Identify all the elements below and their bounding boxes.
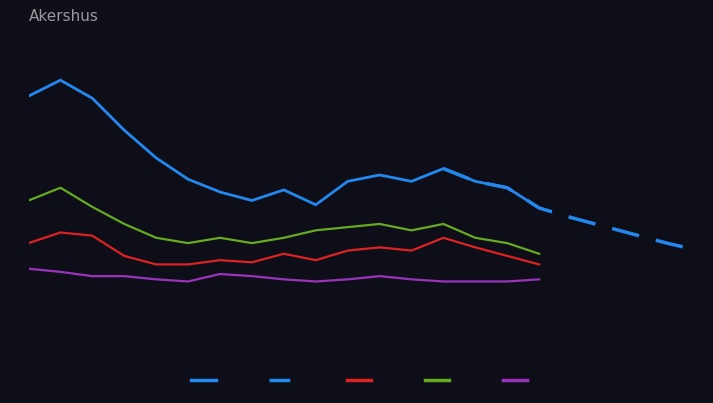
Legend: , , , , : , , , , <box>187 372 540 391</box>
Text: Akershus: Akershus <box>29 9 98 24</box>
